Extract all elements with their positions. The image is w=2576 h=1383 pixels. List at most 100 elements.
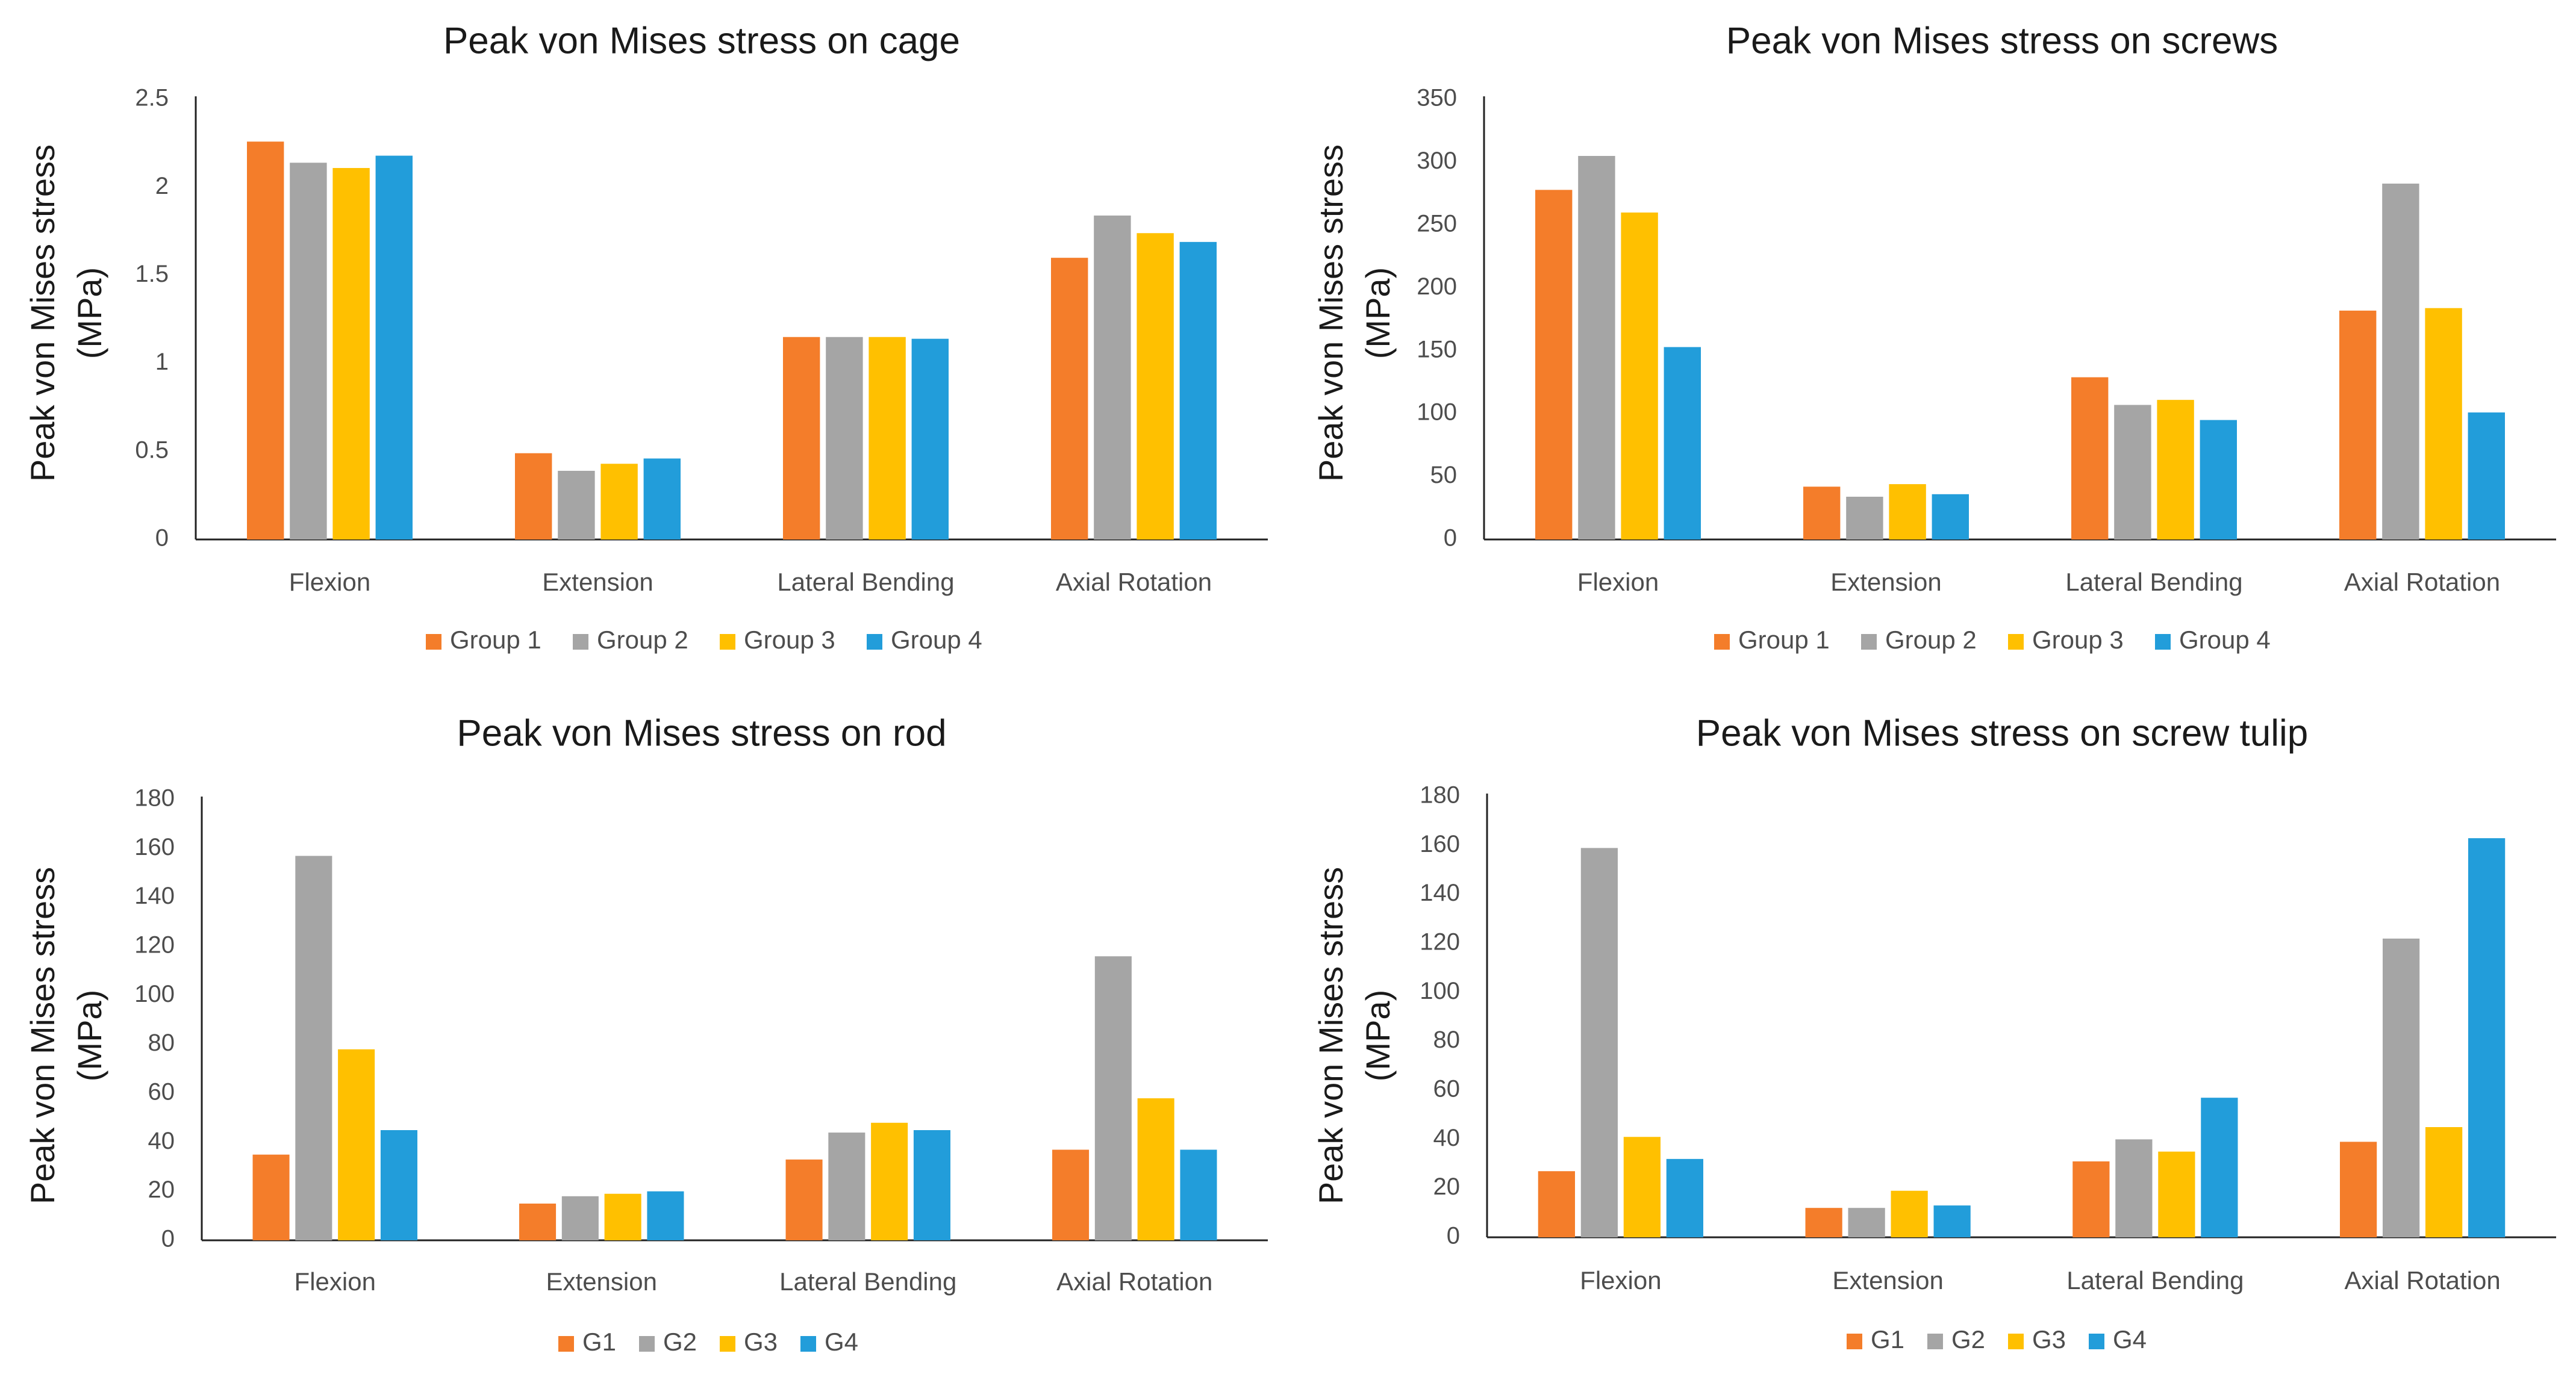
bar	[1666, 1158, 1703, 1237]
bar	[2425, 1127, 2463, 1237]
bar	[1621, 212, 1658, 539]
bar	[2115, 1139, 2153, 1237]
y-tick-label: 2.5	[135, 85, 169, 111]
bar	[252, 1154, 290, 1240]
bar	[782, 337, 820, 539]
bar	[871, 1122, 908, 1240]
bar	[2339, 310, 2377, 539]
x-tick-label: Flexion	[1580, 1266, 1661, 1294]
chart-rod: Peak von Mises stress on rod Peak von Mis…	[23, 712, 1268, 1356]
bar	[2114, 405, 2151, 539]
legend: G1 G2 G3 G4	[1847, 1325, 2147, 1353]
y-axis-label-line: Peak von Mises stress	[23, 867, 61, 1204]
bar	[1137, 1098, 1174, 1240]
bar	[1052, 1149, 1090, 1240]
y-axis-label-line: (MPa)	[1359, 990, 1397, 1081]
y-tick-label: 0	[1444, 525, 1457, 552]
y-tick-label: 1.5	[135, 261, 169, 287]
bar	[375, 155, 413, 539]
bar	[246, 141, 284, 539]
bar	[290, 163, 327, 539]
bar	[1180, 1149, 1217, 1240]
legend-swatch	[558, 1336, 574, 1352]
y-tick-label: 350	[1417, 85, 1457, 111]
y-tick-label: 140	[1420, 880, 1460, 906]
y-axis-label: Peak von Mises stress (MPa)	[1312, 867, 1397, 1204]
bar	[869, 337, 906, 539]
x-tick-label: Extension	[1830, 568, 1941, 596]
bar	[2340, 1142, 2377, 1237]
legend-swatch	[867, 634, 882, 650]
bar	[519, 1204, 557, 1240]
bar	[1137, 233, 1174, 539]
y-tick-label: 100	[1420, 978, 1460, 1004]
bar	[604, 1193, 641, 1240]
legend-swatch	[800, 1336, 816, 1352]
bar	[1889, 484, 1926, 539]
legend-swatch	[426, 634, 441, 650]
y-tick-label: 100	[134, 981, 175, 1007]
y-tick-label: 0.5	[135, 437, 169, 463]
bar	[2468, 838, 2506, 1237]
y-tick-label: 140	[134, 883, 175, 909]
chart-title: Peak von Mises stress on screws	[1726, 20, 2278, 61]
legend-label: G1	[1871, 1325, 1904, 1353]
bar	[1094, 215, 1131, 539]
legend-label: Group 1	[450, 626, 541, 654]
bar	[2383, 938, 2420, 1237]
y-tick-label: 20	[1433, 1173, 1461, 1200]
legend-swatch	[1847, 1334, 1862, 1349]
y-tick-label: 250	[1417, 210, 1457, 237]
chart-screws: Peak von Mises stress on screws Peak von …	[1312, 20, 2556, 654]
bar	[826, 337, 863, 539]
x-tick-label: Extension	[546, 1267, 657, 1296]
legend-swatch	[573, 634, 588, 650]
chart-title: Peak von Mises stress on screw tulip	[1696, 712, 2309, 754]
bar	[2425, 308, 2462, 539]
bar	[1535, 190, 1573, 539]
legend-swatch	[2008, 1334, 2024, 1349]
bar	[828, 1133, 865, 1240]
bar	[647, 1191, 684, 1240]
bar	[2382, 183, 2419, 539]
bar	[600, 464, 638, 539]
y-axis-label-line: Peak von Mises stress	[1312, 867, 1350, 1204]
y-tick-label: 40	[148, 1128, 175, 1154]
legend-swatch	[720, 1336, 735, 1352]
bar	[785, 1159, 823, 1240]
bar	[1803, 486, 1841, 539]
chart-screw-tulip: Peak von Mises stress on screw tulip Peak…	[1312, 712, 2556, 1353]
legend-label: Group 4	[2179, 626, 2271, 654]
y-tick-label: 60	[1433, 1076, 1461, 1102]
bar	[295, 856, 332, 1240]
legend: Group 1 Group 2 Group 3 Group 4	[1714, 626, 2271, 654]
bar	[2200, 420, 2238, 539]
legend-swatch	[1927, 1334, 1943, 1349]
y-tick-label: 150	[1417, 336, 1457, 362]
bar	[2158, 1151, 2195, 1237]
x-tick-label: Axial Rotation	[2345, 1266, 2501, 1294]
y-tick-label: 1	[155, 349, 169, 375]
bar	[1805, 1208, 1842, 1237]
y-axis-label-line: Peak von Mises stress	[23, 145, 61, 482]
x-tick-label: Lateral Bending	[2065, 568, 2242, 596]
legend-swatch	[2155, 634, 2171, 650]
legend-label: Group 1	[1738, 626, 1830, 654]
y-tick-label: 120	[1420, 929, 1460, 956]
y-tick-label: 80	[148, 1030, 175, 1056]
bar	[1050, 258, 1088, 539]
y-tick-label: 180	[1420, 782, 1460, 809]
legend-swatch	[1714, 634, 1730, 650]
y-tick-label: 120	[134, 932, 175, 959]
bar	[1538, 1171, 1575, 1237]
y-tick-label: 20	[148, 1176, 175, 1203]
chart-title: Peak von Mises stress on rod	[457, 712, 946, 754]
bar	[1623, 1137, 1661, 1237]
y-tick-label: 160	[1420, 831, 1460, 857]
legend-label: G3	[744, 1328, 778, 1356]
legend-label: G4	[825, 1328, 858, 1356]
bar	[561, 1196, 599, 1240]
y-tick-label: 0	[1447, 1223, 1460, 1249]
legend-label: G4	[2113, 1325, 2147, 1353]
